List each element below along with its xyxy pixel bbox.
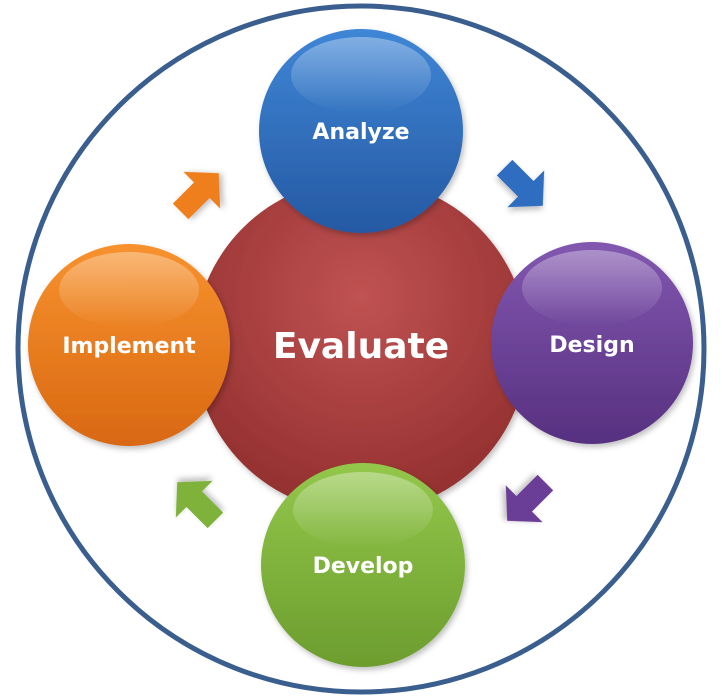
center-evaluate-node: Evaluate xyxy=(194,179,528,513)
phase-design-node: Design xyxy=(491,242,693,444)
phase-analyze-node: Analyze xyxy=(259,29,463,233)
phase-develop-label: Develop xyxy=(313,554,414,579)
phase-implement-label: Implement xyxy=(62,334,196,359)
phase-implement-node: Implement xyxy=(28,244,230,446)
phase-develop-node: Develop xyxy=(261,463,465,667)
center-label: Evaluate xyxy=(273,326,449,367)
phase-analyze-label: Analyze xyxy=(312,120,409,145)
phase-design-label: Design xyxy=(549,333,634,358)
